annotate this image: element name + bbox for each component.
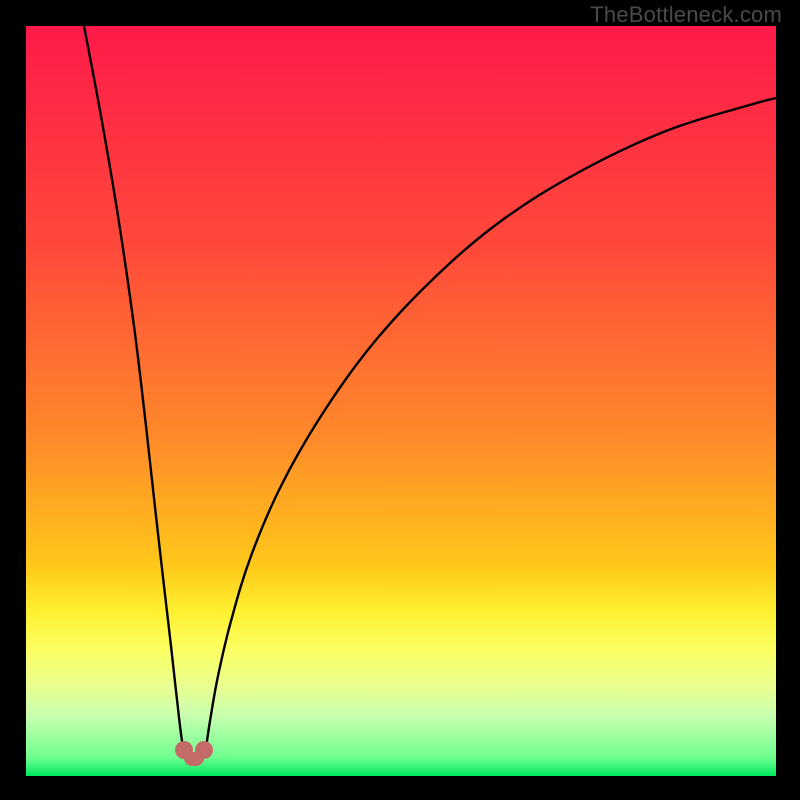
bottleneck-curve	[26, 26, 776, 776]
watermark-text: TheBottleneck.com	[590, 2, 782, 28]
chart-frame: TheBottleneck.com	[0, 0, 800, 800]
